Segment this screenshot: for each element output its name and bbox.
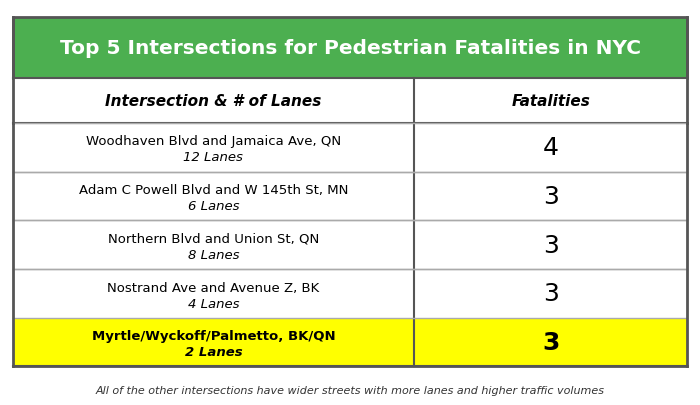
Text: 4 Lanes: 4 Lanes bbox=[188, 297, 239, 310]
Bar bbox=[13, 18, 687, 79]
Text: Adam C Powell Blvd and W 145th St, MN: Adam C Powell Blvd and W 145th St, MN bbox=[78, 183, 348, 196]
Text: Myrtle/Wyckoff/Palmetto, BK/QN: Myrtle/Wyckoff/Palmetto, BK/QN bbox=[92, 329, 335, 342]
Text: 3: 3 bbox=[542, 184, 559, 209]
Bar bbox=[13, 318, 687, 367]
Text: 12 Lanes: 12 Lanes bbox=[183, 151, 244, 164]
Text: 2 Lanes: 2 Lanes bbox=[185, 345, 242, 358]
Text: 6 Lanes: 6 Lanes bbox=[188, 200, 239, 213]
Bar bbox=[13, 79, 687, 124]
Text: 3: 3 bbox=[542, 233, 559, 257]
Text: 3: 3 bbox=[542, 281, 559, 306]
Text: Intersection & # of Lanes: Intersection & # of Lanes bbox=[105, 94, 321, 109]
Text: All of the other intersections have wider streets with more lanes and higher tra: All of the other intersections have wide… bbox=[95, 385, 605, 394]
Text: 8 Lanes: 8 Lanes bbox=[188, 248, 239, 261]
Bar bbox=[13, 172, 687, 221]
Bar bbox=[13, 221, 687, 269]
Text: Woodhaven Blvd and Jamaica Ave, QN: Woodhaven Blvd and Jamaica Ave, QN bbox=[86, 135, 341, 148]
Text: Top 5 Intersections for Pedestrian Fatalities in NYC: Top 5 Intersections for Pedestrian Fatal… bbox=[60, 39, 640, 58]
Text: Fatalities: Fatalities bbox=[511, 94, 590, 109]
Text: Nostrand Ave and Avenue Z, BK: Nostrand Ave and Avenue Z, BK bbox=[107, 281, 319, 294]
Text: 4: 4 bbox=[542, 136, 559, 160]
Text: 3: 3 bbox=[542, 330, 559, 354]
Bar bbox=[13, 269, 687, 318]
Text: Northern Blvd and Union St, QN: Northern Blvd and Union St, QN bbox=[108, 232, 319, 245]
Bar bbox=[13, 124, 687, 172]
